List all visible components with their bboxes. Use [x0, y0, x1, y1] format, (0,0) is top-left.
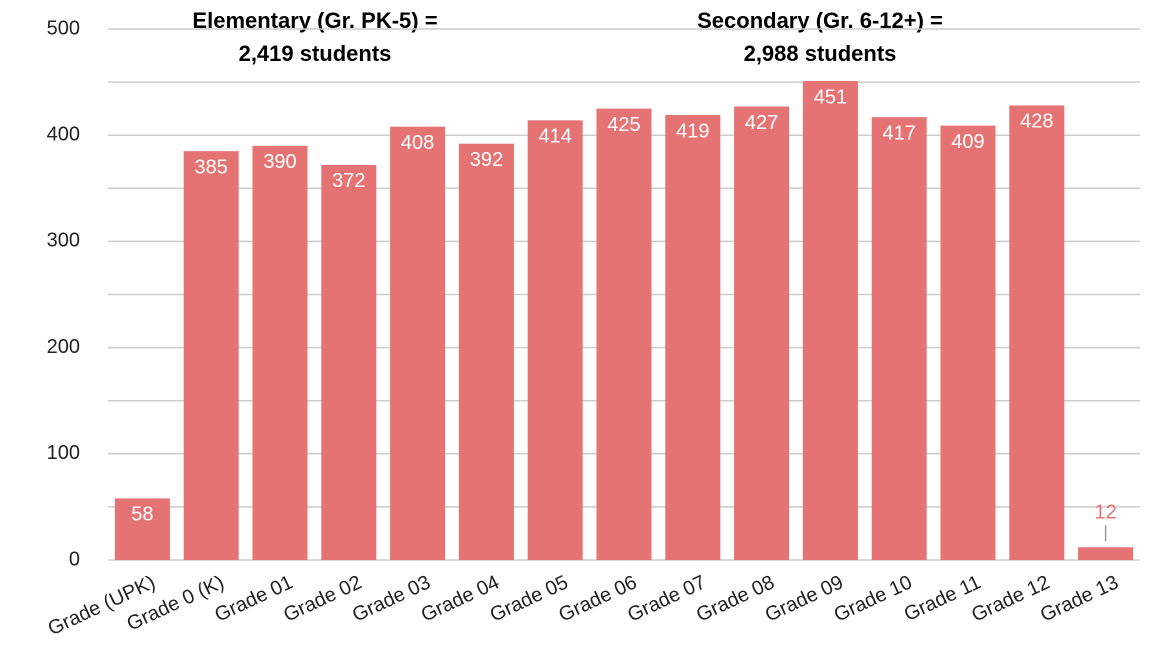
data-label: 385	[195, 156, 228, 178]
y-tick-label: 300	[47, 230, 80, 252]
x-tick-label: Grade 12	[968, 571, 1053, 626]
bar	[458, 143, 514, 561]
data-label: 419	[676, 120, 709, 142]
x-tick-label: Grade 10	[831, 571, 916, 626]
data-label: 58	[131, 504, 153, 526]
x-tick-label: Grade 13	[1037, 571, 1122, 626]
bar	[596, 108, 652, 561]
x-tick-label: Grade 02	[280, 571, 365, 626]
x-tick-label: Grade 11	[901, 571, 985, 626]
y-tick-label: 400	[47, 123, 80, 145]
data-label: 451	[814, 86, 847, 108]
bar	[183, 151, 239, 560]
bar	[321, 164, 377, 560]
x-tick-label: Grade 08	[693, 571, 778, 626]
data-label: 428	[1020, 111, 1053, 133]
bar	[665, 115, 721, 560]
annotation: 2,988 students	[744, 41, 897, 66]
data-label: 409	[951, 131, 984, 153]
x-tick-label: Grade 04	[418, 571, 503, 626]
data-label: 414	[539, 126, 572, 148]
bar	[940, 125, 996, 560]
x-tick-label: Grade 07	[624, 571, 709, 626]
x-tick-label: Grade 01	[211, 571, 296, 626]
annotation: 2,419 students	[239, 41, 392, 66]
y-tick-label: 0	[69, 548, 80, 570]
bar	[1078, 547, 1134, 560]
data-label: 408	[401, 132, 434, 154]
data-label: 427	[745, 112, 778, 134]
x-tick-label: Grade 09	[762, 571, 847, 626]
y-tick-label: 200	[47, 336, 80, 358]
data-label: 12	[1094, 502, 1116, 524]
bar	[734, 106, 790, 560]
x-tick-label: Grade 06	[555, 571, 640, 626]
bar	[802, 81, 858, 561]
bar	[1009, 105, 1065, 561]
data-label: 425	[607, 114, 640, 136]
bar	[527, 120, 583, 560]
x-tick-label: Grade 03	[349, 571, 434, 626]
data-label: 392	[470, 149, 503, 171]
bar	[871, 117, 927, 561]
x-tick-label: Grade 05	[487, 571, 572, 626]
data-label: 417	[883, 122, 916, 144]
bar	[252, 145, 308, 560]
y-tick-label: 500	[47, 17, 80, 39]
bar	[114, 498, 170, 560]
y-tick-label: 100	[47, 442, 80, 464]
data-label: 390	[263, 151, 296, 173]
data-label: 372	[332, 170, 365, 192]
bar	[390, 126, 446, 560]
